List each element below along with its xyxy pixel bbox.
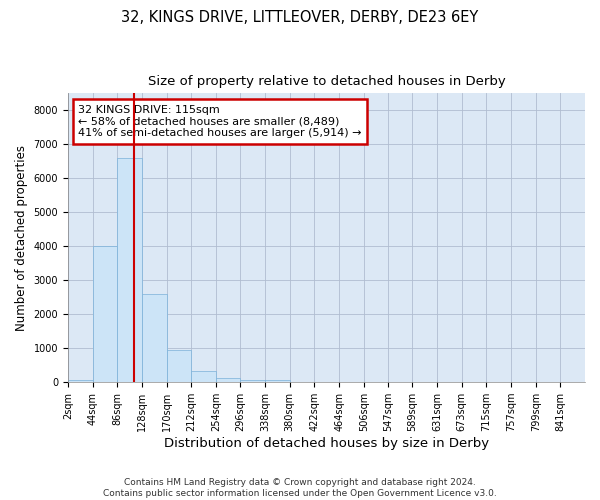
Text: 32 KINGS DRIVE: 115sqm
← 58% of detached houses are smaller (8,489)
41% of semi-: 32 KINGS DRIVE: 115sqm ← 58% of detached… bbox=[78, 105, 362, 138]
Bar bbox=[117, 158, 142, 382]
Bar bbox=[92, 246, 117, 382]
Title: Size of property relative to detached houses in Derby: Size of property relative to detached ho… bbox=[148, 75, 505, 88]
Text: 32, KINGS DRIVE, LITTLEOVER, DERBY, DE23 6EY: 32, KINGS DRIVE, LITTLEOVER, DERBY, DE23… bbox=[121, 10, 479, 25]
Bar bbox=[191, 372, 216, 382]
Bar bbox=[241, 380, 265, 382]
Bar bbox=[167, 350, 191, 382]
Text: Contains HM Land Registry data © Crown copyright and database right 2024.
Contai: Contains HM Land Registry data © Crown c… bbox=[103, 478, 497, 498]
Bar bbox=[265, 380, 290, 382]
X-axis label: Distribution of detached houses by size in Derby: Distribution of detached houses by size … bbox=[164, 437, 489, 450]
Bar bbox=[68, 380, 92, 382]
Y-axis label: Number of detached properties: Number of detached properties bbox=[15, 145, 28, 331]
Bar bbox=[216, 378, 241, 382]
Bar bbox=[142, 294, 167, 382]
